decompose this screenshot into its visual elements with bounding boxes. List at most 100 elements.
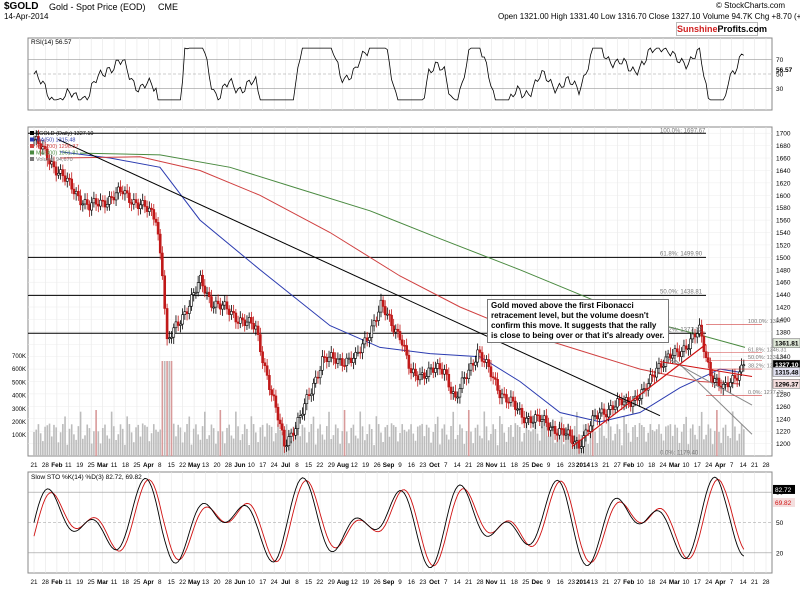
candle-body [600,408,604,414]
x-tick-label: 24 [271,462,279,469]
volume-bar [139,436,142,456]
volume-bar [521,441,523,456]
candle-body [657,363,661,369]
volume-bar [195,424,197,456]
volume-bar [117,434,120,456]
x-tick-label-bottom: 10 [637,579,645,586]
candle-body [596,415,599,420]
candle-body [139,204,142,210]
candle-body [361,343,364,353]
volume-bar [270,426,273,456]
volume-bar [456,435,459,456]
x-tick-label-bottom: 16 [557,579,565,586]
volume-bar [487,440,490,456]
candle-body [471,363,475,366]
price-tick-label: 1280 [776,391,791,398]
volume-bar [75,439,77,456]
rsi-label: RSI(14) 56.57 [31,39,72,46]
x-tick-label: Oct [429,462,440,469]
volume-bar [448,439,450,456]
volume-bar [621,445,623,456]
volume-bar [110,411,113,456]
volume-bar [474,427,477,456]
volume-bar [268,425,271,456]
x-tick-label: 24 [660,462,668,469]
x-tick-label-bottom: 18 [648,579,656,586]
legend-swatch [30,144,34,148]
logo-part1: Sunshine [677,24,718,34]
volume-bar [645,441,647,456]
x-tick-label: Dec [531,462,543,469]
candle-body [54,166,58,176]
volume-bar [410,424,412,456]
candle-body [187,305,191,314]
candle-body [59,169,62,174]
candle-body [154,218,158,223]
price-tick-label: 1240 [776,416,791,423]
volume-bar [321,434,324,456]
candle-body [219,303,222,310]
volume-bar [594,431,596,456]
volume-tick-label: 400K [12,394,26,400]
volume-bar [366,434,368,456]
candle-body [152,209,156,220]
volume-bar [434,424,437,456]
volume-bar [603,435,605,456]
candle-body [263,362,267,367]
volume-bar [364,440,366,456]
chart-title: Gold - Spot Price (EOD) [49,2,146,12]
volume-bar [450,426,452,456]
x-tick-label-bottom: 24 [660,579,668,586]
volume-bar [237,426,239,456]
volume-bar [638,423,641,456]
volume-bar [310,424,313,456]
candle-body [347,357,351,360]
price-tick-label: 1580 [776,205,791,212]
candle-body [150,207,153,210]
volume-bar [683,424,685,456]
candle-body [651,374,654,377]
candle-body [294,428,297,436]
x-tick-label: Feb [51,462,62,469]
candle-body [236,321,240,324]
volume-bar [605,438,608,456]
price-tick-label: 1500 [776,255,791,262]
x-tick-label: 25 [133,462,141,469]
volume-bar [655,429,658,456]
volume-bar [536,433,539,456]
candle-body [170,336,173,339]
candle-body [370,325,374,338]
x-tick-label-bottom: Sep [383,579,395,586]
volume-bar [243,424,246,456]
x-tick-label: 17 [259,462,267,469]
volume-bar [394,426,397,456]
candle-body [116,186,120,194]
volume-bar [266,423,268,456]
volume-bar [155,429,157,456]
x-tick-label: Apr [715,462,726,469]
volume-bar [332,435,335,456]
x-tick-label-bottom: Oct [429,579,440,586]
volume-bar [199,439,202,456]
volume-bar [598,427,601,456]
candle-body [74,191,78,195]
x-tick-label-bottom: 9 [398,579,402,586]
candle-body [396,328,400,332]
x-tick-label-bottom: 22 [179,579,187,586]
volume-bar [512,436,514,456]
candle-body [176,321,180,326]
x-tick-label-bottom: 19 [76,579,84,586]
x-tick-label: 27 [614,462,622,469]
x-tick-label: Apr [143,462,154,469]
volume-bar [90,443,93,456]
volume-bar [667,425,669,456]
x-tick-label: 25 [88,462,96,469]
volume-bar [82,438,84,456]
x-tick-label: 16 [408,462,416,469]
x-tick-label: 23 [419,462,427,469]
volume-bar [680,431,683,456]
x-tick-label-bottom: 15 [168,579,176,586]
fib-label: 38.2%: 1377.72 [660,327,703,333]
sto-d-tag: 69.82 [775,500,792,507]
legend-swatch [30,137,34,142]
